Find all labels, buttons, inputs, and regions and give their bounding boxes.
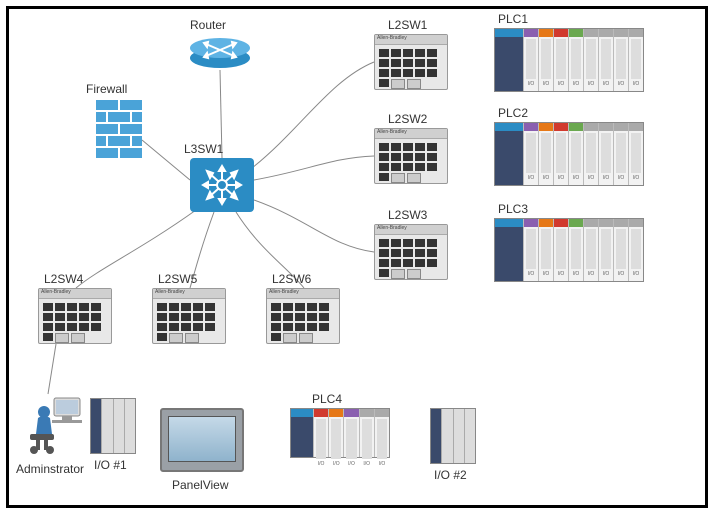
router-label: Router xyxy=(190,18,226,32)
l2sw3-label: L2SW3 xyxy=(388,208,427,222)
plc3-label: PLC3 xyxy=(498,202,528,216)
l2sw1: Allen-Bradley xyxy=(374,34,448,90)
l2sw5-label: L2SW5 xyxy=(158,272,197,286)
l2-ports xyxy=(375,45,447,93)
l2sw5: Allen-Bradley xyxy=(152,288,226,344)
l2sw1-label: L2SW1 xyxy=(388,18,427,32)
l2sw6-label: L2SW6 xyxy=(272,272,311,286)
io-1 xyxy=(90,398,136,454)
io-2 xyxy=(430,408,476,464)
panelview-label: PanelView xyxy=(172,478,228,492)
plc3: I/OI/OI/OI/OI/OI/OI/OI/O xyxy=(494,218,644,282)
l2sw4-label: L2SW4 xyxy=(44,272,83,286)
plc2: I/OI/OI/OI/OI/OI/OI/OI/O xyxy=(494,122,644,186)
l2sw2-label: L2SW2 xyxy=(388,112,427,126)
l2sw3: Allen-Bradley xyxy=(374,224,448,280)
plc4-label: PLC4 xyxy=(312,392,342,406)
admin-label: Adminstrator xyxy=(16,462,84,476)
l2sw2: Allen-Bradley xyxy=(374,128,448,184)
plc1-label: PLC1 xyxy=(498,12,528,26)
io1-label: I/O #1 xyxy=(94,458,127,472)
plc4: I/OI/OI/OI/OI/O xyxy=(290,408,390,458)
l2sw6: Allen-Bradley xyxy=(266,288,340,344)
firewall-label: Firewall xyxy=(86,82,127,96)
router xyxy=(190,48,250,68)
io2-label: I/O #2 xyxy=(434,468,467,482)
plc2-label: PLC2 xyxy=(498,106,528,120)
l3sw1-label: L3SW1 xyxy=(184,142,223,156)
firewall xyxy=(96,100,144,166)
l3sw1 xyxy=(190,158,254,212)
panelview xyxy=(160,408,244,472)
administrator xyxy=(24,394,78,458)
l2sw4: Allen-Bradley xyxy=(38,288,112,344)
plc1: I/OI/OI/OI/OI/OI/OI/OI/O xyxy=(494,28,644,92)
